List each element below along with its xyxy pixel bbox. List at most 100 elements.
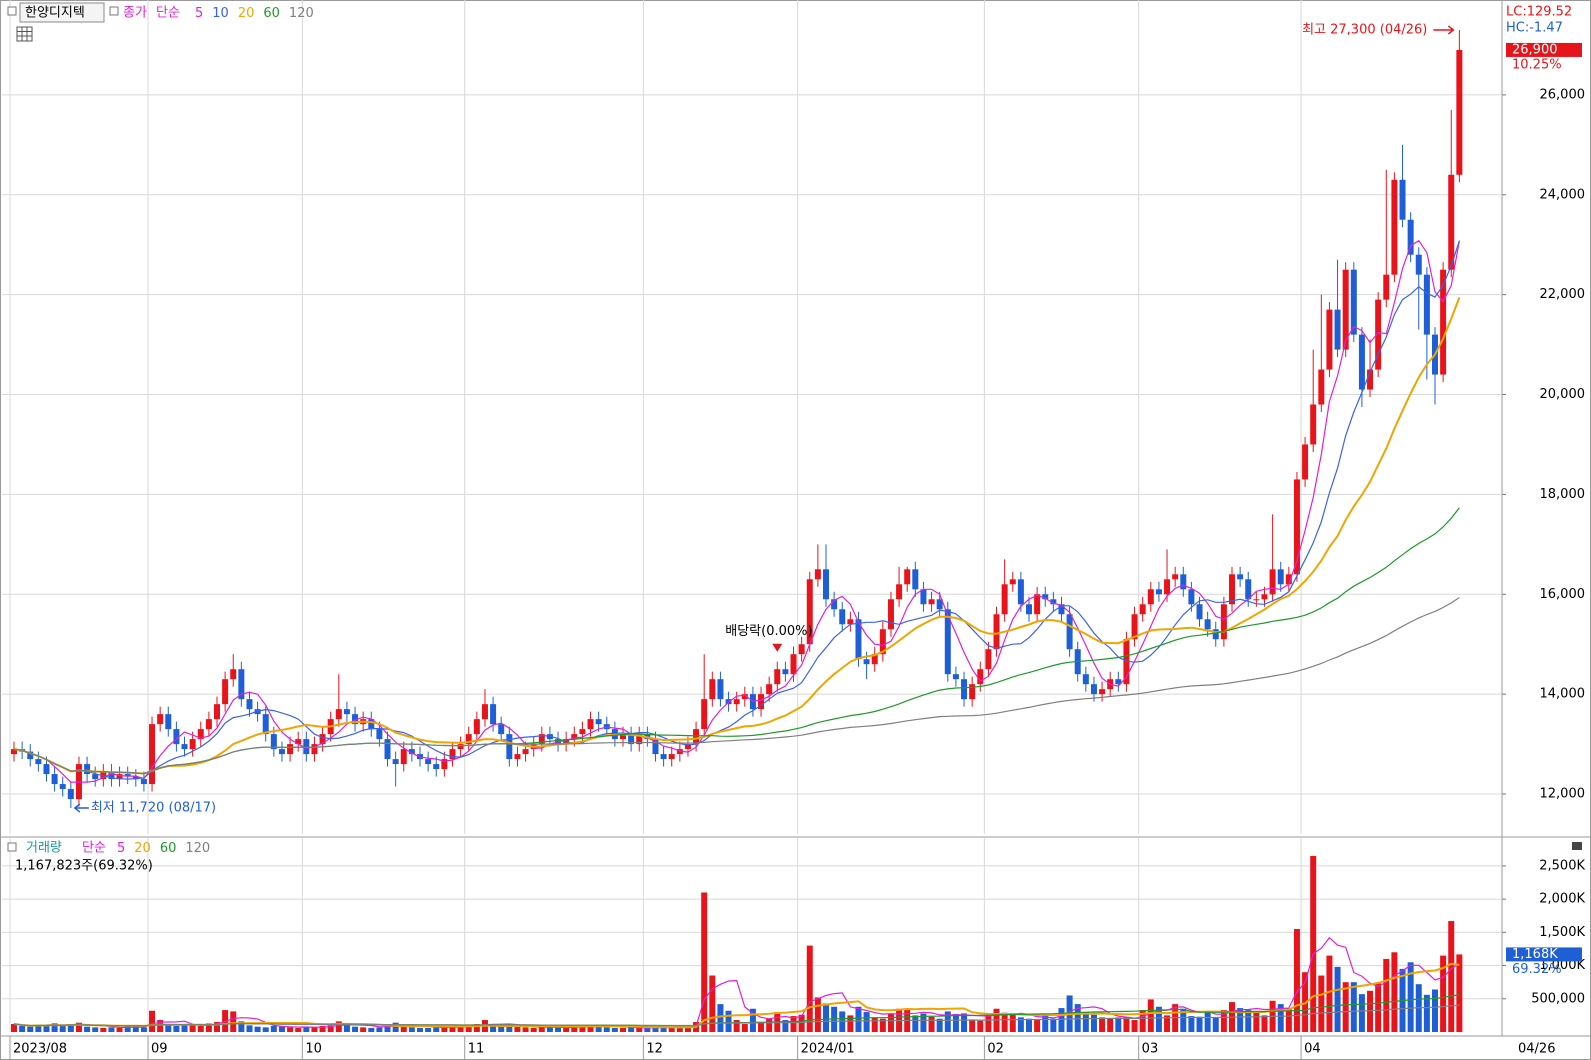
volume-bar [465, 1026, 472, 1032]
candle-body [660, 754, 667, 760]
candle-body [140, 779, 147, 785]
price-tag [1506, 42, 1582, 57]
volume-bar [1383, 958, 1390, 1032]
volume-bar [343, 1024, 350, 1032]
candle-body [1350, 269, 1357, 335]
candle-body [433, 764, 440, 770]
candle-body [124, 774, 131, 777]
legend-period[interactable]: 60 [263, 6, 280, 21]
volume-bar [311, 1027, 318, 1032]
volume-bar [546, 1026, 553, 1032]
candle-body [904, 569, 911, 585]
legend-period[interactable]: 120 [185, 841, 210, 856]
candle-body [408, 749, 415, 755]
x-tick-label: 04 [1304, 1042, 1321, 1057]
volume-bar [254, 1026, 261, 1032]
volume-bar [360, 1027, 367, 1032]
volume-bar [303, 1026, 310, 1032]
volume-bar [928, 1016, 935, 1032]
legend-period[interactable]: 20 [134, 841, 151, 856]
volume-bar [611, 1028, 618, 1032]
volume-bar [181, 1024, 188, 1032]
candle-body [490, 704, 497, 725]
candle-body [1253, 599, 1260, 601]
price-tag-label: 26,900 [1512, 42, 1558, 57]
change-pct: 10.25% [1512, 57, 1562, 72]
candle-body [831, 599, 838, 610]
candle-body [798, 644, 805, 655]
volume-bar [116, 1028, 123, 1032]
candle-body [823, 569, 829, 600]
volume-bar [1245, 1010, 1252, 1032]
volume-bar [433, 1027, 440, 1032]
volume-bar [1326, 955, 1333, 1032]
legend-period[interactable]: 10 [212, 6, 229, 21]
volume-bar [84, 1026, 91, 1032]
volume-bar [1115, 1017, 1122, 1032]
y-tick-label: 16,000 [1540, 587, 1586, 602]
candle-body [1440, 269, 1447, 375]
volume-bar [408, 1027, 415, 1032]
volume-bar [490, 1024, 497, 1032]
candle-body [1399, 179, 1406, 220]
legend-period[interactable]: 20 [238, 6, 255, 21]
candle-body [1456, 49, 1463, 175]
volume-bar [603, 1027, 610, 1032]
volume-bar [652, 1027, 659, 1032]
candle-body [84, 764, 91, 775]
volume-bar [758, 1022, 765, 1032]
candle-body [782, 669, 789, 675]
volume-bar [35, 1025, 42, 1032]
candle-body [222, 679, 229, 705]
calendar-icon-grid [17, 27, 32, 41]
candle-body [311, 744, 318, 755]
calendar-icon[interactable] [16, 26, 33, 42]
volume-bar [376, 1027, 383, 1032]
dividend-annotation: 배당락(0.00%) [725, 624, 812, 639]
candle-body [43, 764, 50, 775]
volume-bar [506, 1025, 513, 1032]
candle-body [1293, 479, 1300, 575]
volume-bar [1082, 1012, 1089, 1032]
legend-period[interactable]: 120 [289, 6, 314, 21]
candle-body [709, 679, 716, 700]
volume-moving-average-line [13, 936, 1460, 1029]
volume-bar [238, 1021, 245, 1032]
candle-body [1229, 574, 1235, 605]
legend-period[interactable]: 5 [195, 6, 203, 21]
volume-bar [335, 1021, 342, 1032]
volume-bar [1407, 962, 1414, 1032]
candle-body [1082, 674, 1089, 685]
title-box[interactable] [19, 2, 105, 23]
x-tick-label: 03 [1142, 1042, 1159, 1057]
candle-body [1090, 684, 1097, 695]
candle-body [189, 739, 196, 750]
legend-period[interactable]: 5 [117, 841, 125, 856]
volume-bar [1090, 1014, 1097, 1032]
y-tick-label: 14,000 [1540, 687, 1586, 702]
candle-body [977, 669, 984, 685]
volume-bar [514, 1026, 521, 1032]
candle-body [1383, 274, 1390, 300]
candle-body [1245, 579, 1252, 600]
legend-period[interactable]: 60 [160, 841, 177, 856]
candle-body [993, 614, 1000, 650]
candle-body [847, 619, 854, 625]
candle-body [920, 589, 927, 605]
volume-legend-label: 거래량 [26, 841, 62, 856]
candle-body [912, 569, 919, 590]
candle-body [1017, 579, 1024, 605]
volume-bar [1448, 921, 1455, 1032]
high-arrow [1433, 25, 1455, 35]
title: 한양디지텍 [25, 6, 85, 21]
candle-body [879, 629, 886, 655]
volume-bar [173, 1026, 180, 1032]
volume-bar [636, 1028, 643, 1032]
legend-method: 단순 [156, 6, 180, 21]
candle-body [652, 739, 659, 755]
candle-body [668, 754, 675, 760]
candle-body [498, 724, 505, 735]
panel-button[interactable] [1572, 842, 1582, 850]
candle-body [319, 734, 326, 745]
y-tick-label: 26,000 [1540, 87, 1586, 102]
